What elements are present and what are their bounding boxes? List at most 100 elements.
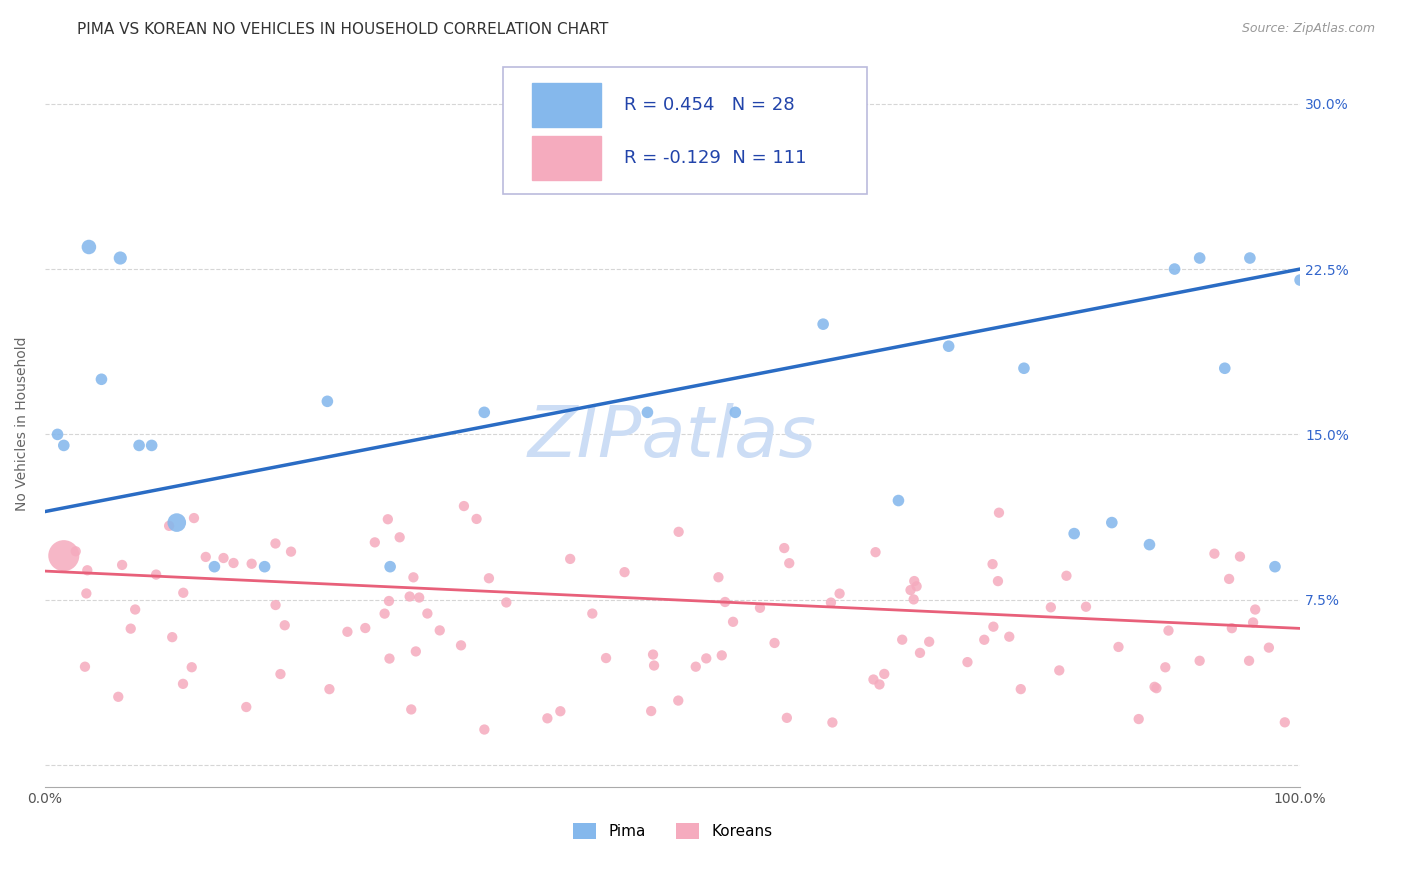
Point	[1143, 680, 1166, 694]
Point	[613, 565, 636, 579]
Point	[1213, 361, 1236, 376]
Bar	[531, 136, 600, 179]
Point	[166, 516, 188, 530]
Point	[402, 570, 425, 584]
Point	[124, 602, 146, 616]
Point	[918, 634, 941, 648]
Point	[364, 535, 387, 549]
Point	[318, 682, 340, 697]
Point	[378, 594, 401, 608]
Point	[472, 405, 495, 419]
Point	[581, 607, 603, 621]
Point	[264, 536, 287, 550]
Point	[905, 579, 928, 593]
Point	[1010, 682, 1032, 697]
Point	[1163, 262, 1185, 277]
Point	[641, 648, 664, 662]
Point	[983, 620, 1005, 634]
Point	[1054, 568, 1077, 582]
Point	[429, 624, 451, 638]
Point	[172, 677, 194, 691]
Point	[828, 586, 851, 600]
Point	[1218, 572, 1240, 586]
Point	[478, 571, 501, 585]
Point	[264, 598, 287, 612]
Point	[865, 545, 887, 559]
Point	[280, 544, 302, 558]
Point	[110, 251, 132, 265]
Point	[710, 648, 733, 663]
Point	[157, 519, 180, 533]
Point	[887, 493, 910, 508]
Point	[472, 723, 495, 737]
Point	[405, 644, 427, 658]
Point	[560, 552, 582, 566]
Point	[183, 511, 205, 525]
Point	[1139, 538, 1161, 552]
Point	[1188, 654, 1211, 668]
FancyBboxPatch shape	[503, 67, 868, 194]
Point	[1244, 602, 1267, 616]
Point	[595, 651, 617, 665]
Point	[1257, 640, 1279, 655]
Point	[377, 512, 399, 526]
Point	[76, 563, 98, 577]
Point	[643, 658, 665, 673]
Point	[253, 559, 276, 574]
Point	[811, 317, 834, 331]
Point	[145, 567, 167, 582]
Point	[988, 506, 1011, 520]
Point	[202, 559, 225, 574]
Point	[749, 600, 772, 615]
Point	[128, 438, 150, 452]
Point	[212, 551, 235, 566]
Point	[408, 591, 430, 605]
Point	[821, 715, 844, 730]
Point	[235, 700, 257, 714]
Point	[1264, 559, 1286, 574]
Point	[90, 372, 112, 386]
Point	[640, 704, 662, 718]
Point	[1239, 251, 1261, 265]
Point	[316, 394, 339, 409]
Point	[75, 586, 97, 600]
Point	[938, 339, 960, 353]
Point	[778, 556, 800, 570]
Point	[666, 693, 689, 707]
Point	[1237, 654, 1260, 668]
Point	[1039, 600, 1062, 615]
Point	[416, 607, 439, 621]
Point	[724, 405, 747, 419]
Point	[636, 405, 658, 419]
Point	[46, 427, 69, 442]
Point	[773, 541, 796, 555]
Point	[1074, 599, 1097, 614]
Point	[269, 667, 291, 681]
Text: Source: ZipAtlas.com: Source: ZipAtlas.com	[1241, 22, 1375, 36]
Point	[141, 438, 163, 452]
Point	[873, 667, 896, 681]
Point	[695, 651, 717, 665]
Point	[998, 630, 1021, 644]
Point	[987, 574, 1010, 588]
Point	[550, 704, 572, 718]
Point	[1289, 273, 1312, 287]
Point	[77, 240, 100, 254]
Point	[336, 624, 359, 639]
Point	[721, 615, 744, 629]
Point	[465, 512, 488, 526]
Point	[374, 607, 396, 621]
Point	[398, 590, 420, 604]
Point	[73, 659, 96, 673]
Point	[354, 621, 377, 635]
Point	[52, 438, 75, 452]
Point	[160, 630, 183, 644]
Point	[707, 570, 730, 584]
Bar	[531, 83, 600, 127]
Point	[1154, 660, 1177, 674]
Point	[776, 711, 799, 725]
Point	[1229, 549, 1251, 564]
Point	[378, 559, 401, 574]
Point	[172, 586, 194, 600]
Point	[1108, 640, 1130, 654]
